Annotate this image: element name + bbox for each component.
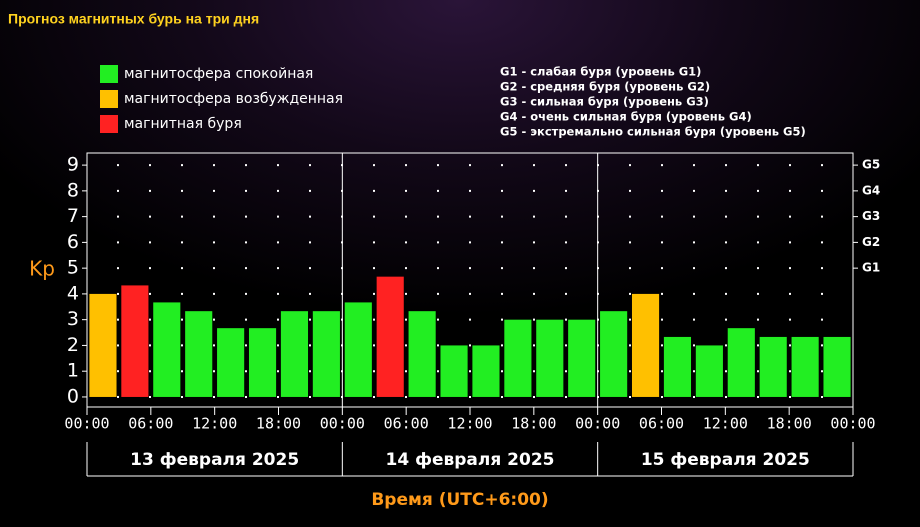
storm-level-note: G5 - экстремально сильная буря (уровень … — [500, 125, 806, 139]
x-tick-label: 06:00 — [384, 415, 429, 433]
x-tick-label: 12:00 — [703, 415, 748, 433]
y-axis-label: Kp — [29, 257, 55, 281]
y-tick-label: 4 — [67, 282, 79, 304]
bar — [759, 336, 787, 397]
bar — [727, 328, 755, 397]
legend-swatch — [100, 65, 118, 83]
x-tick-label: 18:00 — [511, 415, 556, 433]
storm-level-note: G4 - очень сильная буря (уровень G4) — [500, 110, 752, 124]
x-axis-label: Время (UTC+6:00) — [371, 490, 548, 510]
y2-tick-label: G5 — [862, 158, 880, 172]
bar — [823, 336, 851, 397]
y-tick-label: 8 — [67, 179, 79, 201]
bar — [153, 302, 181, 397]
bar — [440, 345, 468, 397]
bar — [472, 345, 500, 397]
day-label: 13 февраля 2025 — [130, 450, 299, 470]
y-tick-label: 6 — [67, 231, 79, 253]
bar — [408, 311, 436, 397]
bar — [376, 276, 404, 397]
storm-level-note: G1 - слабая буря (уровень G1) — [500, 65, 701, 79]
bar — [280, 311, 309, 397]
x-tick-label: 06:00 — [128, 415, 173, 433]
y-tick-label: 9 — [67, 154, 79, 176]
bar — [248, 328, 277, 397]
x-tick-label: 00:00 — [320, 415, 365, 433]
day-label: 15 февраля 2025 — [641, 450, 810, 470]
day-label: 14 февраля 2025 — [386, 450, 555, 470]
x-tick-label: 18:00 — [256, 415, 301, 433]
x-tick-label: 18:00 — [767, 415, 812, 433]
bar — [536, 319, 564, 397]
x-tick-label: 06:00 — [639, 415, 684, 433]
legend-label: магнитосфера возбужденная — [124, 91, 343, 107]
bar — [344, 302, 372, 397]
x-tick-label: 00:00 — [575, 415, 620, 433]
bar — [312, 311, 340, 397]
y2-tick-label: G1 — [862, 261, 880, 275]
x-tick-label: 12:00 — [192, 415, 237, 433]
x-tick-label: 12:00 — [447, 415, 492, 433]
bar — [663, 336, 692, 397]
bar — [185, 311, 213, 397]
chart-title: Прогноз магнитных бурь на три дня — [8, 11, 259, 27]
y-tick-label: 0 — [67, 385, 79, 407]
y-tick-label: 7 — [67, 205, 79, 227]
storm-level-note: G3 - сильная буря (уровень G3) — [500, 95, 709, 109]
x-tick-label: 00:00 — [830, 415, 875, 433]
storm-level-note: G2 - средняя буря (уровень G2) — [500, 80, 710, 94]
bar — [217, 328, 245, 397]
y-tick-label: 3 — [67, 308, 79, 330]
bar — [121, 285, 149, 397]
y-tick-label: 5 — [67, 257, 79, 279]
bar — [695, 345, 723, 397]
bar — [504, 319, 532, 397]
y-tick-label: 2 — [67, 334, 79, 356]
bar — [631, 293, 660, 397]
bar — [791, 336, 819, 397]
bar — [600, 311, 628, 397]
y2-tick-label: G2 — [862, 235, 880, 249]
y2-tick-label: G3 — [862, 209, 880, 223]
legend-swatch — [100, 115, 118, 133]
legend-label: магнитная буря — [124, 116, 242, 132]
y2-tick-label: G4 — [862, 183, 880, 197]
bar — [568, 319, 596, 397]
legend-label: магнитосфера спокойная — [124, 66, 313, 82]
x-tick-label: 00:00 — [64, 415, 109, 433]
bar — [89, 293, 117, 397]
legend-swatch — [100, 90, 118, 108]
y-tick-label: 1 — [67, 360, 79, 382]
